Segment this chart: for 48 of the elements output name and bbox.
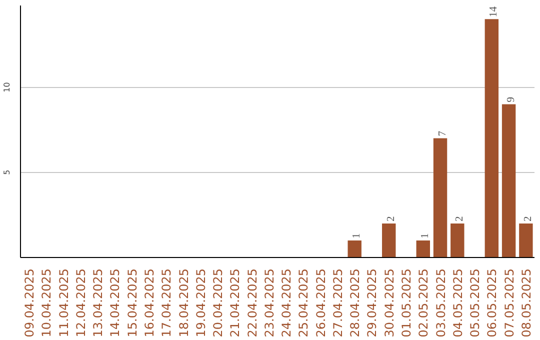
bar <box>348 240 362 258</box>
data-label: 2 <box>522 216 534 222</box>
x-tick-label: 05.05.2025 <box>468 268 482 338</box>
bar <box>502 104 516 258</box>
x-tick-label: 26.04.2025 <box>314 268 328 338</box>
x-tick-label: 09.04.2025 <box>22 268 37 338</box>
y-tick-label: 5 <box>2 170 12 175</box>
data-label: 1 <box>420 233 432 238</box>
x-tick-label: 06.05.2025 <box>485 268 500 338</box>
x-tick-label: 18.04.2025 <box>176 268 191 338</box>
data-label: 2 <box>454 216 466 222</box>
x-tick-label: 12.04.2025 <box>74 268 88 338</box>
x-tick-label: 07.05.2025 <box>502 268 516 338</box>
data-label: 14 <box>488 6 500 18</box>
x-tick-label: 30.04.2025 <box>382 268 396 338</box>
x-tick-label: 10.04.2025 <box>40 268 54 338</box>
bar <box>484 19 499 258</box>
x-tick-label: 08.05.2025 <box>519 268 534 338</box>
y-tick-label: 10 <box>2 82 12 92</box>
data-label: 2 <box>386 216 397 222</box>
x-tick-label: 17.04.2025 <box>160 268 174 338</box>
x-tick-label: 28.04.2025 <box>348 268 362 338</box>
x-tick-label: 16.04.2025 <box>142 268 156 338</box>
x-tick-label: 24.04.2025 <box>280 268 294 338</box>
x-tick-label: 21.04.2025 <box>228 268 242 338</box>
x-tick-label: 14.04.2025 <box>108 268 122 338</box>
bar <box>433 138 448 258</box>
x-tick-label: 13.04.2025 <box>91 268 106 338</box>
data-label: 7 <box>437 130 448 136</box>
x-tick-label: 29.04.2025 <box>365 268 380 338</box>
bar <box>416 240 430 258</box>
bar <box>519 223 533 258</box>
x-tick-label: 15.04.2025 <box>125 268 140 338</box>
x-tick-label: 02.05.2025 <box>416 268 431 338</box>
x-tick-label: 19.04.2025 <box>194 268 208 338</box>
x-tick-label: 03.05.2025 <box>434 268 448 338</box>
x-tick-label: 25.04.2025 <box>296 268 311 338</box>
x-tick-label: 23.04.2025 <box>262 268 276 338</box>
data-label: 9 <box>506 96 517 102</box>
x-tick-label: 01.05.2025 <box>400 268 414 338</box>
x-tick-label: 04.05.2025 <box>450 268 465 338</box>
x-tick-label: 22.04.2025 <box>245 268 260 338</box>
x-tick-label: 20.04.2025 <box>211 268 226 338</box>
bar <box>450 223 464 258</box>
x-tick-label: 27.04.2025 <box>330 268 345 338</box>
data-label: 1 <box>352 233 363 238</box>
x-tick-label: 11.04.2025 <box>56 268 71 338</box>
bar <box>382 223 396 258</box>
